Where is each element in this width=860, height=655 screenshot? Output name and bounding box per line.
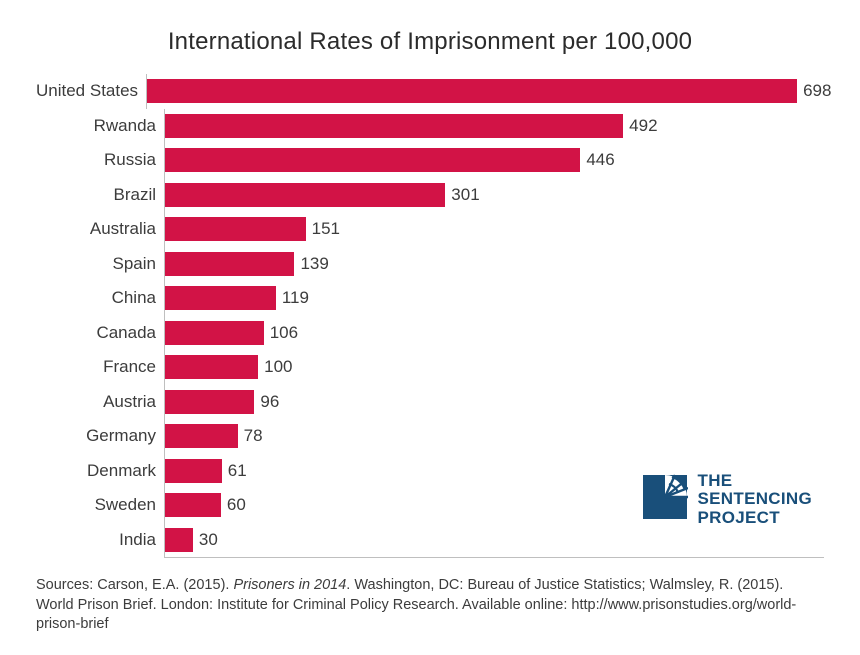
- bar: [165, 493, 221, 517]
- bar-row: India 30: [36, 523, 824, 558]
- bar: [165, 459, 222, 483]
- bar-row: Russia 446: [36, 143, 824, 178]
- bar-value: 96: [260, 392, 279, 412]
- bar-value: 106: [270, 323, 298, 343]
- bar-value: 119: [282, 288, 309, 308]
- logo-line-2: SENTENCING: [698, 490, 812, 508]
- bar-value: 301: [451, 185, 479, 205]
- bar: [165, 321, 264, 345]
- bar: [165, 114, 623, 138]
- bar-value: 492: [629, 116, 657, 136]
- bar-cell: 119: [164, 281, 824, 316]
- bar: [165, 390, 254, 414]
- country-label: Canada: [36, 323, 164, 343]
- bar-cell: 301: [164, 178, 824, 213]
- country-label: Rwanda: [36, 116, 164, 136]
- bar-cell: 446: [164, 143, 824, 178]
- bar: [165, 252, 294, 276]
- bar-value: 61: [228, 461, 247, 481]
- bar-cell: 96: [164, 385, 824, 420]
- source-citation: Sources: Carson, E.A. (2015). Prisoners …: [36, 576, 824, 635]
- bar-cell: 106: [164, 316, 824, 351]
- bar-value: 60: [227, 495, 246, 515]
- country-label: France: [36, 357, 164, 377]
- bar-value: 100: [264, 357, 292, 377]
- x-axis-line: [164, 557, 824, 558]
- country-label: Australia: [36, 219, 164, 239]
- bar: [165, 528, 193, 552]
- bar: [165, 183, 445, 207]
- bar-value: 698: [803, 81, 831, 101]
- bar-cell: 78: [164, 419, 824, 454]
- bar-cell: 100: [164, 350, 824, 385]
- bar-row: Germany 78: [36, 419, 824, 454]
- country-label: United States: [36, 81, 146, 101]
- chart-title: International Rates of Imprisonment per …: [36, 28, 824, 56]
- country-label: Spain: [36, 254, 164, 274]
- bar-cell: 151: [164, 212, 824, 247]
- bar-cell: 30: [164, 523, 824, 558]
- country-label: Sweden: [36, 495, 164, 515]
- logo-line-1: THE: [698, 472, 812, 490]
- bar-row: United States698: [36, 74, 824, 109]
- bar: [165, 424, 238, 448]
- country-label: Austria: [36, 392, 164, 412]
- logo-icon: [642, 474, 688, 525]
- bar-row: Austria 96: [36, 385, 824, 420]
- bar-value: 151: [312, 219, 340, 239]
- bar-cell: 492: [164, 109, 824, 144]
- source-prefix: Sources: Carson, E.A. (2015).: [36, 577, 233, 593]
- country-label: India: [36, 530, 164, 550]
- logo-text: THE SENTENCING PROJECT: [698, 472, 812, 527]
- country-label: Germany: [36, 426, 164, 446]
- bar-row: Australia 151: [36, 212, 824, 247]
- bar: [165, 355, 258, 379]
- bar-row: Brazil 301: [36, 178, 824, 213]
- bar-row: Rwanda 492: [36, 109, 824, 144]
- bar-value: 139: [300, 254, 328, 274]
- bar: [147, 79, 797, 103]
- bar-value: 30: [199, 530, 218, 550]
- bar-row: France 100: [36, 350, 824, 385]
- logo-line-3: PROJECT: [698, 509, 812, 527]
- country-label: Denmark: [36, 461, 164, 481]
- bar-value: 78: [244, 426, 263, 446]
- chart-container: International Rates of Imprisonment per …: [0, 0, 860, 655]
- country-label: Russia: [36, 150, 164, 170]
- country-label: China: [36, 288, 164, 308]
- bar-row: Canada 106: [36, 316, 824, 351]
- country-label: Brazil: [36, 185, 164, 205]
- bar: [165, 286, 276, 310]
- bar: [165, 148, 580, 172]
- bar-row: Spain 139: [36, 247, 824, 282]
- bar-value: 446: [586, 150, 614, 170]
- bar: [165, 217, 306, 241]
- brand-logo: THE SENTENCING PROJECT: [642, 472, 812, 527]
- bar-row: China 119: [36, 281, 824, 316]
- bar-cell: 698: [146, 74, 831, 109]
- bar-cell: 139: [164, 247, 824, 282]
- source-italic: Prisoners in 2014: [233, 577, 346, 593]
